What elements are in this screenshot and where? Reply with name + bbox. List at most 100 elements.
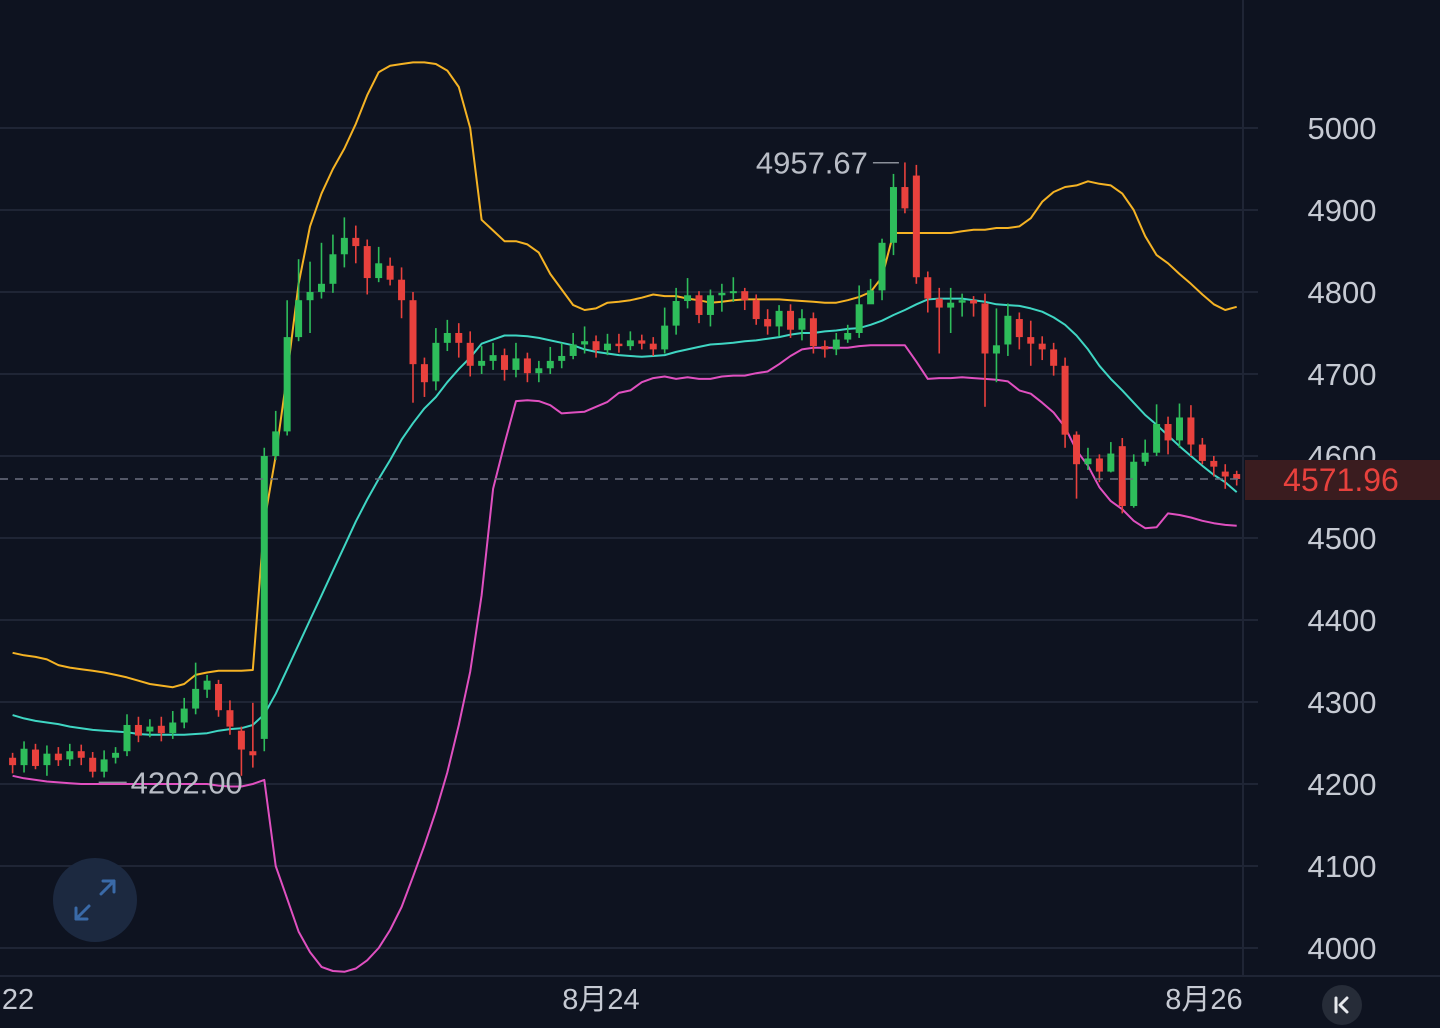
candle-up xyxy=(889,173,897,256)
candle-up xyxy=(375,246,383,283)
candle-body xyxy=(237,730,245,750)
expand-arrows-icon xyxy=(74,879,116,921)
y-tick-label: 4400 xyxy=(1308,603,1377,638)
candle-down xyxy=(9,752,17,774)
candle-up xyxy=(706,289,714,327)
candle-body xyxy=(672,301,680,326)
candle-body xyxy=(752,300,760,320)
candle-down xyxy=(935,287,943,354)
candle-body xyxy=(855,304,863,333)
candle-body xyxy=(684,295,692,302)
candle-up xyxy=(1130,454,1138,508)
candle-body xyxy=(706,295,714,315)
candle-body xyxy=(1130,461,1138,507)
candle-body xyxy=(798,318,806,330)
candle-up xyxy=(329,234,337,293)
candle-up xyxy=(66,743,74,766)
candle-up xyxy=(146,719,154,738)
candle-body xyxy=(1187,417,1195,445)
candle-down xyxy=(695,291,703,324)
candle-down xyxy=(420,357,428,397)
last-price-tag-bg xyxy=(1245,459,1440,500)
candle-body xyxy=(363,246,371,279)
candle-body xyxy=(466,342,474,366)
candle-down xyxy=(1187,405,1195,456)
candle-down xyxy=(1210,456,1218,477)
candle-up xyxy=(992,308,1000,383)
candle-down xyxy=(1164,416,1172,455)
candle-body xyxy=(501,355,509,370)
candle-body xyxy=(775,310,783,327)
candle-body xyxy=(1084,458,1092,465)
candle-down xyxy=(1073,431,1081,499)
candle-body xyxy=(375,263,383,279)
candle-body xyxy=(878,242,886,291)
candle-body xyxy=(1107,453,1115,472)
middle-band-line xyxy=(12,297,1238,736)
candle-up xyxy=(832,333,840,356)
candle-down xyxy=(1015,312,1023,350)
candle-up xyxy=(672,287,680,335)
candle-body xyxy=(638,340,646,344)
candle-body xyxy=(420,364,428,383)
candle-body xyxy=(992,345,1000,354)
candle-body xyxy=(283,337,291,432)
candles xyxy=(9,162,1241,778)
candle-up xyxy=(569,333,577,360)
candle-body xyxy=(1198,444,1206,461)
candle-down xyxy=(912,164,920,284)
candle-body xyxy=(1027,337,1035,344)
candle-body xyxy=(409,300,417,365)
candle-body xyxy=(1221,471,1229,477)
candle-up xyxy=(283,300,291,436)
candle-up xyxy=(340,217,348,268)
candle-up xyxy=(43,745,51,776)
candle-body xyxy=(1061,365,1069,435)
candle-down xyxy=(901,162,909,214)
lower-band-line xyxy=(12,344,1237,973)
candle-body xyxy=(787,310,795,330)
candle-up xyxy=(947,287,955,333)
candle-body xyxy=(970,300,978,304)
candle-body xyxy=(352,237,360,247)
candle-down xyxy=(1050,342,1058,376)
candle-down xyxy=(501,348,509,381)
candle-body xyxy=(386,265,394,280)
candle-up xyxy=(478,346,486,374)
candle-body xyxy=(295,300,303,338)
candle-body xyxy=(169,722,177,734)
candle-down xyxy=(237,726,245,776)
candle-down xyxy=(31,743,39,770)
expand-button[interactable] xyxy=(53,858,137,942)
candle-body xyxy=(558,355,566,361)
candle-down xyxy=(787,304,795,338)
candle-body xyxy=(123,724,131,752)
candle-down xyxy=(523,352,531,383)
candle-body xyxy=(31,749,39,766)
candle-body xyxy=(9,757,17,766)
candle-up xyxy=(729,277,737,302)
candle-body xyxy=(924,277,932,299)
jump-to-latest-button[interactable] xyxy=(1322,985,1362,1025)
candle-body xyxy=(134,724,142,736)
candle-body xyxy=(1073,434,1081,465)
candle-body xyxy=(626,340,634,347)
candle-body xyxy=(260,456,268,739)
candle-down xyxy=(981,293,989,407)
candle-body xyxy=(615,343,623,347)
candle-up xyxy=(1175,403,1183,448)
candle-body xyxy=(43,753,51,766)
candle-body xyxy=(443,333,451,343)
candle-up xyxy=(1141,439,1149,466)
y-tick-label: 4900 xyxy=(1308,193,1377,228)
last-price-tag: 4571.96 xyxy=(1245,459,1440,500)
candle-up xyxy=(443,319,451,352)
candle-body xyxy=(317,283,325,292)
candle-up xyxy=(432,328,440,391)
candle-down xyxy=(363,239,371,295)
candle-down xyxy=(1221,464,1229,489)
candle-body xyxy=(157,725,165,734)
candle-body xyxy=(649,343,657,350)
candle-body xyxy=(340,237,348,255)
